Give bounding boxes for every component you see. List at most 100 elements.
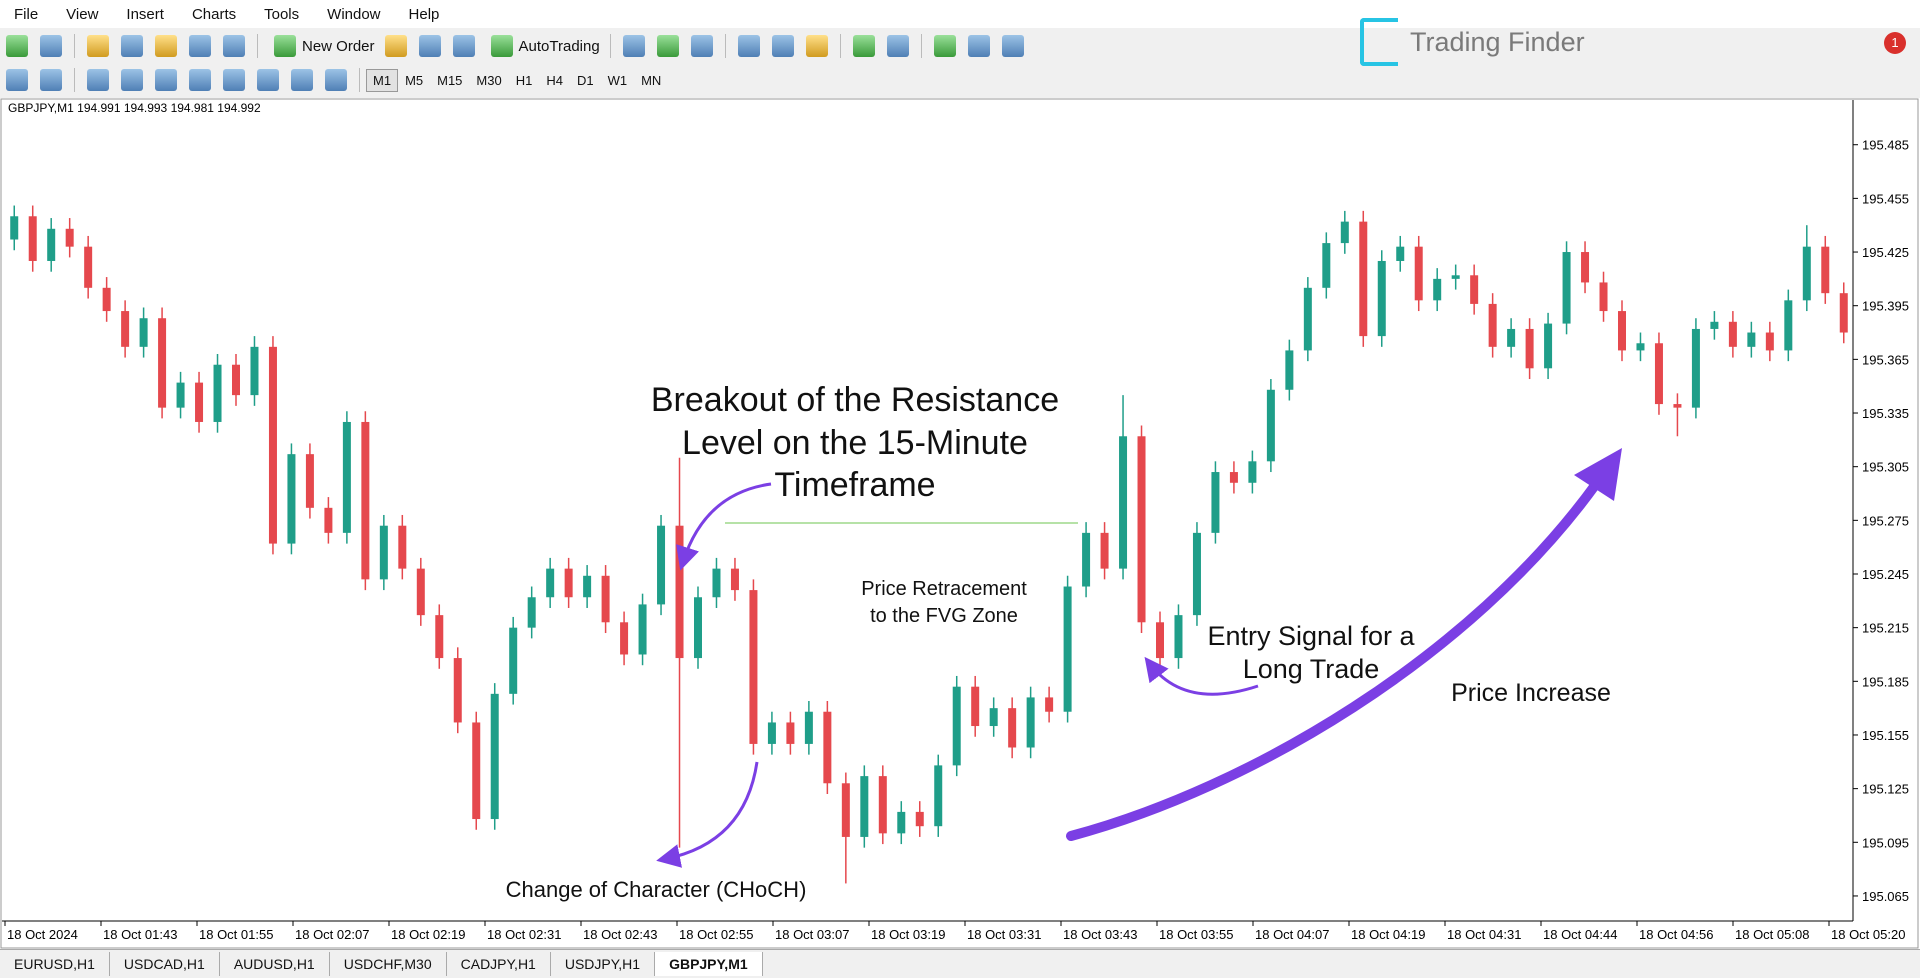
market-icon[interactable] <box>452 35 475 57</box>
annotation: Price Retracement <box>861 578 1027 600</box>
zoom-in-icon[interactable] <box>737 35 760 57</box>
symbol-tab[interactable]: EURUSD,H1 <box>0 952 110 976</box>
menu-item[interactable]: Help <box>408 5 440 23</box>
menu-item[interactable]: View <box>66 5 99 23</box>
candle-body <box>1229 472 1238 483</box>
timeframe-button[interactable]: W1 <box>607 72 628 88</box>
y-tick-label: 195.485 <box>1862 138 1909 153</box>
candle-body <box>897 811 906 834</box>
candle-body <box>546 568 555 598</box>
vline-icon[interactable] <box>87 69 109 91</box>
timeframe-button[interactable]: M1 <box>366 68 399 92</box>
x-tick-label: 18 Oct 04:07 <box>1255 927 1329 942</box>
trendline-icon[interactable] <box>155 69 177 91</box>
symbol-tab[interactable]: AUDUSD,H1 <box>220 952 330 976</box>
candle-body <box>989 708 998 727</box>
autotrading-button[interactable]: AutoTrading <box>481 35 604 57</box>
big-arrow <box>1066 479 1601 841</box>
logo-text: Trading Finder <box>1410 26 1585 57</box>
market-watch-icon[interactable] <box>87 35 109 57</box>
y-tick-label: 195.335 <box>1862 406 1909 421</box>
menu-item[interactable]: Tools <box>264 5 300 23</box>
line-chart-icon[interactable] <box>690 35 713 57</box>
y-tick-label: 195.185 <box>1862 674 1909 689</box>
profiles-icon[interactable] <box>40 35 62 57</box>
candle-body <box>268 346 277 544</box>
candle-body <box>749 590 758 744</box>
candle-body <box>1045 697 1054 712</box>
chart: GBPJPY,M1 194.991 194.993 194.981 194.99… <box>0 98 1920 949</box>
timeframe-button[interactable]: D1 <box>576 72 594 88</box>
new-order-icon <box>274 35 296 57</box>
separator <box>359 68 360 92</box>
periods-icon[interactable] <box>967 35 990 57</box>
symbol-tab[interactable]: USDJPY,H1 <box>551 952 656 976</box>
candle-body <box>84 246 93 288</box>
timeframe-button[interactable]: H1 <box>515 72 533 88</box>
favorites-icon[interactable] <box>155 35 177 57</box>
candle-body <box>878 776 887 834</box>
text-icon[interactable] <box>257 69 279 91</box>
terminal-icon[interactable] <box>189 35 211 57</box>
chart-header: GBPJPY,M1 194.991 194.993 194.981 194.99… <box>8 101 261 115</box>
candle-body <box>1285 350 1294 390</box>
tools-toolbar: M1 M5 M15 M30 H1 H4 D1 W1 MN <box>0 64 1920 96</box>
symbol-tab[interactable]: GBPJPY,M1 <box>655 952 763 976</box>
candle-body <box>1618 311 1626 351</box>
candle-body <box>1507 328 1516 347</box>
notification-badge[interactable]: 1 <box>1884 32 1906 54</box>
x-tick-label: 18 Oct 04:56 <box>1639 927 1713 942</box>
annotation: to the FVG Zone <box>870 605 1018 627</box>
candle-body <box>1266 389 1275 462</box>
y-tick-label: 195.245 <box>1862 567 1909 582</box>
candle-body <box>1396 246 1405 261</box>
candle-body <box>1174 615 1183 659</box>
metaeditor-icon[interactable] <box>384 35 407 57</box>
fibo-icon[interactable] <box>223 69 245 91</box>
shift-icon[interactable] <box>886 35 909 57</box>
symbol-tab[interactable]: CADJPY,H1 <box>447 952 551 976</box>
cursor-icon[interactable] <box>6 69 28 91</box>
timeframe-button[interactable]: MN <box>641 72 662 88</box>
autoscroll-icon[interactable] <box>852 35 875 57</box>
channel-icon[interactable] <box>189 69 211 91</box>
arrows-icon[interactable] <box>325 69 347 91</box>
annotation: Breakout of the Resistance <box>651 381 1059 419</box>
new-chart-icon[interactable] <box>6 35 28 57</box>
menu-item[interactable]: Insert <box>126 5 164 23</box>
label-icon[interactable] <box>291 69 313 91</box>
timeframe-button[interactable]: M30 <box>476 72 502 88</box>
candle-body <box>583 575 592 598</box>
timeframe-button[interactable]: M5 <box>405 72 424 88</box>
candle-body <box>1673 404 1682 408</box>
new-order-button[interactable]: New Order <box>264 35 379 57</box>
bar-chart-icon[interactable] <box>622 35 645 57</box>
candle-body <box>1544 323 1553 369</box>
candle-body <box>1340 221 1349 244</box>
menu-item[interactable]: Window <box>327 5 381 23</box>
signals-icon[interactable] <box>418 35 441 57</box>
indicators-icon[interactable] <box>933 35 956 57</box>
symbol-tab[interactable]: USDCHF,M30 <box>330 952 447 976</box>
menu-item[interactable]: Charts <box>191 5 237 23</box>
tester-icon[interactable] <box>223 35 245 57</box>
candle-chart-icon[interactable] <box>656 35 679 57</box>
crosshair-icon[interactable] <box>40 69 62 91</box>
arrow <box>676 482 772 571</box>
candle-body <box>1433 278 1442 301</box>
candle-body <box>361 421 370 580</box>
tile-icon[interactable] <box>805 35 828 57</box>
candle-body <box>1248 461 1257 483</box>
candle-body <box>1636 343 1645 351</box>
hline-icon[interactable] <box>121 69 143 91</box>
navigator-icon[interactable] <box>121 35 143 57</box>
menu-item[interactable]: File <box>14 5 39 23</box>
separator <box>74 68 75 92</box>
timeframe-button[interactable]: M15 <box>437 72 463 88</box>
candle-body <box>1322 243 1331 288</box>
zoom-out-icon[interactable] <box>771 35 794 57</box>
templates-icon[interactable] <box>1001 35 1024 57</box>
candle-body <box>213 364 222 422</box>
timeframe-button[interactable]: H4 <box>546 72 563 88</box>
symbol-tab[interactable]: USDCAD,H1 <box>110 952 220 976</box>
